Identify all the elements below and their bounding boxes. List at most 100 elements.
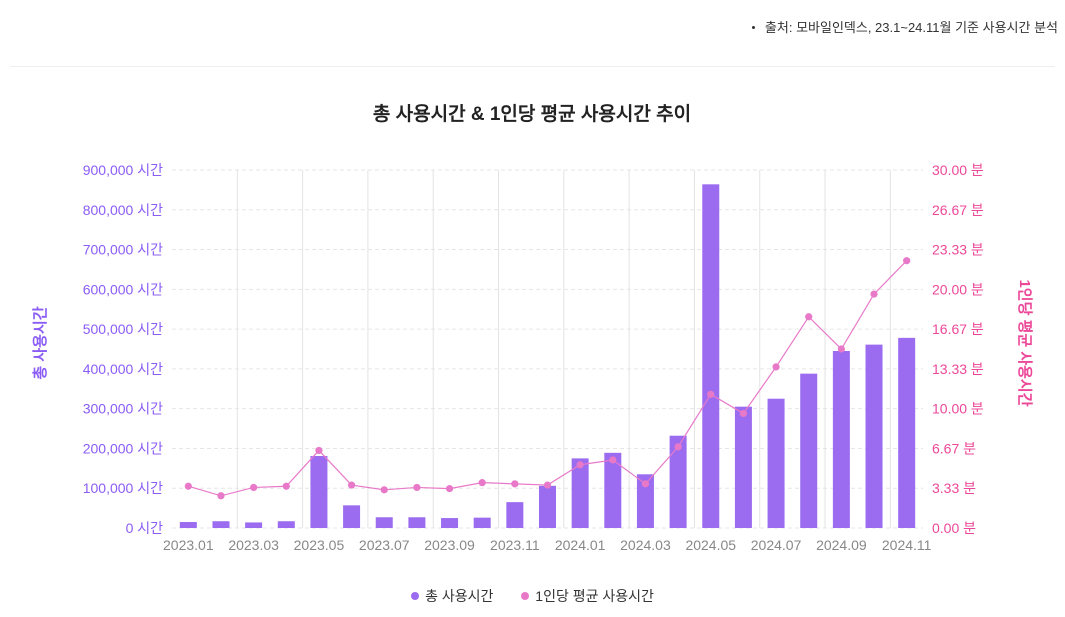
bar	[375, 517, 393, 528]
x-tick-label: 2024.07	[751, 537, 802, 553]
bar	[506, 502, 524, 528]
bar	[800, 373, 818, 528]
source-note-text: 출처: 모바일인덱스, 23.1~24.11월 기준 사용시간 분석	[764, 20, 1058, 35]
right-tick-label: 6.67 분	[932, 440, 976, 456]
avg-point	[380, 486, 388, 494]
right-axis-label: 1인당 평균 사용시간	[1016, 279, 1034, 406]
left-tick-label: 500,000 시간	[83, 321, 163, 337]
bar-series	[179, 184, 916, 528]
bar	[604, 452, 622, 528]
bar	[408, 517, 426, 528]
left-tick-label: 900,000 시간	[83, 162, 163, 178]
avg-point	[445, 485, 454, 493]
legend-item-avg[interactable]: 1인당 평균 사용시간	[521, 586, 654, 606]
right-tick-label: 13.33 분	[932, 361, 984, 377]
left-axis-label: 총 사용시간	[32, 306, 49, 379]
right-tick-label: 0.00 분	[932, 520, 976, 536]
avg-point	[478, 479, 486, 487]
source-note: 출처: 모바일인덱스, 23.1~24.11월 기준 사용시간 분석	[751, 17, 1058, 36]
avg-point	[543, 481, 552, 489]
left-tick-label: 200,000 시간	[83, 440, 163, 456]
legend-label-total: 총 사용시간	[425, 588, 494, 604]
left-tick-label: 100,000 시간	[83, 480, 163, 496]
avg-point	[576, 461, 584, 469]
left-tick-label: 300,000 시간	[83, 401, 163, 417]
avg-point	[805, 313, 813, 321]
legend-swatch-total	[411, 592, 420, 601]
right-tick-label: 10.00 분	[932, 401, 984, 417]
x-tick-label: 2023.03	[228, 537, 279, 553]
x-tick-label: 2024.03	[620, 537, 671, 553]
right-tick-label: 3.33 분	[932, 480, 976, 496]
bar	[702, 184, 720, 528]
avg-point	[413, 483, 421, 492]
x-tick-label: 2024.05	[685, 537, 736, 553]
avg-point	[217, 492, 225, 500]
right-tick-label: 30.00 분	[932, 162, 984, 178]
bar	[441, 518, 459, 528]
bar	[669, 435, 687, 528]
right-tick-label: 20.00 분	[932, 281, 984, 297]
bar	[343, 505, 361, 528]
avg-point	[772, 363, 780, 371]
bar	[832, 350, 850, 528]
x-tick-label: 2024.09	[816, 537, 867, 553]
bar	[767, 398, 785, 528]
bar	[571, 458, 589, 528]
bar	[179, 522, 197, 528]
left-tick-label: 400,000 시간	[83, 361, 163, 377]
avg-point	[609, 456, 617, 464]
avg-point	[184, 482, 192, 490]
right-tick-label: 26.67 분	[932, 202, 984, 218]
bar	[898, 337, 916, 528]
x-tick-label: 2023.11	[490, 537, 540, 553]
line-series	[184, 257, 911, 500]
avg-point	[870, 290, 878, 298]
bar	[734, 406, 752, 528]
bar	[865, 344, 883, 528]
legend-label-avg: 1인당 평균 사용시간	[535, 588, 654, 604]
bullet-icon	[751, 26, 755, 30]
avg-line	[188, 260, 908, 497]
left-axis: 0 시간 100,000 시간 200,000 시간 300,000 시간 400,00…	[83, 162, 163, 536]
avg-point	[837, 345, 845, 353]
left-tick-label: 800,000 시간	[83, 202, 163, 218]
bar	[277, 521, 295, 528]
bar	[310, 456, 328, 528]
x-tick-label: 2023.09	[424, 537, 475, 553]
avg-point	[347, 481, 356, 489]
avg-point	[250, 483, 258, 492]
bar	[473, 517, 491, 528]
avg-point	[511, 480, 519, 488]
x-tick-label: 2023.05	[294, 537, 345, 553]
avg-point	[674, 443, 682, 451]
right-tick-label: 23.33 분	[932, 242, 984, 258]
left-tick-label: 0 시간	[126, 520, 164, 536]
avg-point	[739, 409, 748, 418]
x-tick-label: 2024.01	[555, 537, 606, 553]
legend: 총 사용시간 1인당 평균 사용시간	[0, 586, 1065, 606]
x-tick-label: 2023.01	[163, 537, 214, 553]
right-axis: 0.00 분 3.33 분 6.67 분 10.00 분 13.33 분 16.67 분 2…	[932, 162, 984, 536]
avg-point	[707, 390, 715, 398]
legend-item-total[interactable]: 총 사용시간	[411, 586, 493, 606]
left-tick-label: 600,000 시간	[83, 281, 163, 297]
avg-point	[315, 446, 323, 455]
avg-point	[903, 257, 911, 265]
right-tick-label: 16.67 분	[932, 321, 984, 337]
x-tick-label: 2023.07	[359, 537, 410, 553]
bar	[245, 522, 263, 528]
divider	[10, 66, 1055, 67]
legend-swatch-avg	[521, 592, 530, 601]
grid-lines	[172, 169, 923, 529]
left-tick-label: 700,000 시간	[83, 242, 163, 258]
chart-title: 총 사용시간 & 1인당 평균 사용시간 추이	[373, 103, 691, 125]
x-tick-label: 2024.11	[882, 537, 932, 553]
avg-point	[641, 480, 650, 488]
bar	[212, 521, 230, 528]
bar	[636, 474, 654, 528]
bar	[539, 485, 556, 528]
x-axis: 2023.01 2023.03 2023.05 2023.07 2023.09 2023.…	[163, 537, 932, 553]
avg-point	[282, 482, 290, 490]
